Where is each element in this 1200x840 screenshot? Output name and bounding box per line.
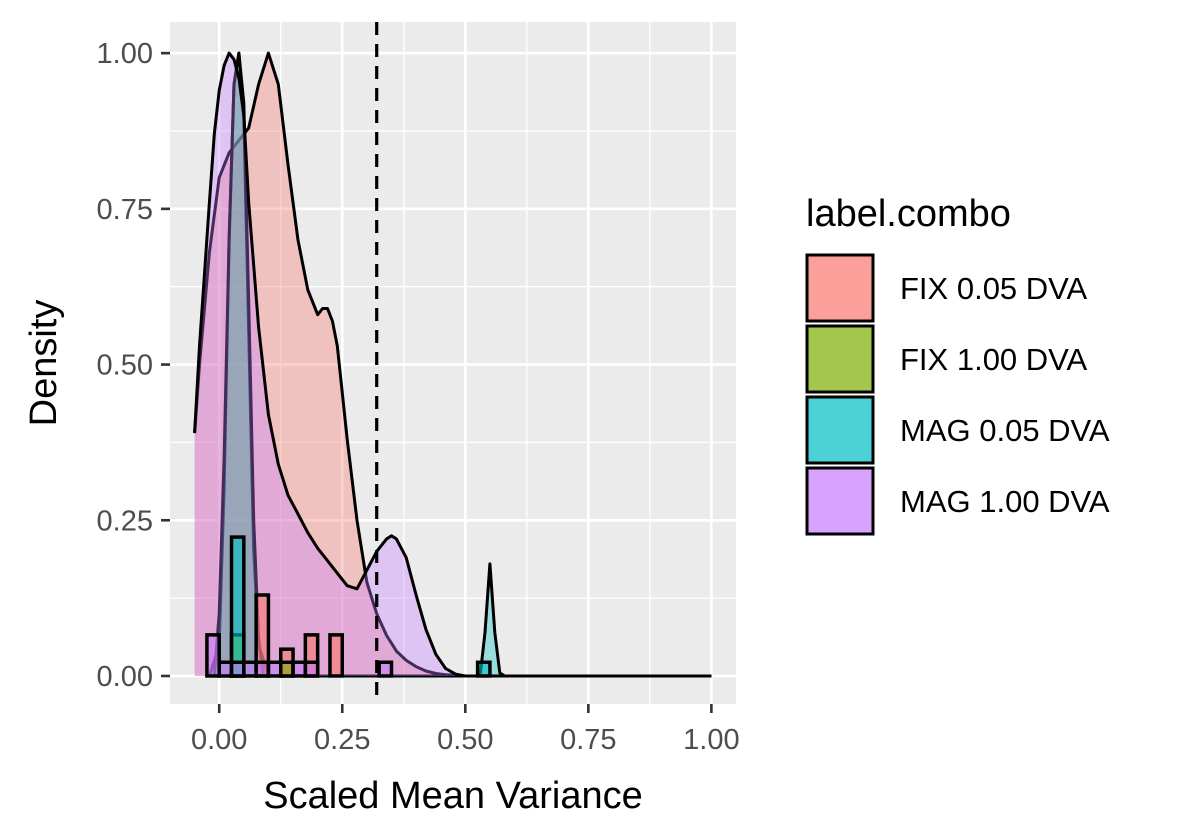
legend-label-mag-1-00-dva: MAG 1.00 DVA <box>900 484 1110 519</box>
x-tick-label: 0.50 <box>437 724 493 756</box>
x-tick-label: 1.00 <box>683 724 739 756</box>
x-tick-label: 0.25 <box>314 724 370 756</box>
y-axis: 0.00 0.25 0.50 0.75 1.00 <box>97 38 170 693</box>
plot-panel <box>170 22 736 704</box>
legend-key-fix-0-05-dva <box>805 253 875 323</box>
histogram-bar-mag-1-00-dva <box>266 660 283 678</box>
histogram-bar-mag-0-05-dva <box>475 660 492 678</box>
legend-key-fix-1-00-dva <box>805 324 875 394</box>
legend-items: FIX 0.05 DVA FIX 1.00 DVA MAG 0.05 DVA MAG … <box>805 253 1110 536</box>
histogram-bar-fix-1-00-dva <box>278 660 295 678</box>
y-tick-label: 0.50 <box>97 350 153 382</box>
histogram-bar-mag-1-00-dva <box>254 660 271 678</box>
y-tick-label: 0.00 <box>97 661 153 693</box>
legend-label-mag-0-05-dva: MAG 0.05 DVA <box>900 413 1110 448</box>
density-area-mag-1-00-dva <box>194 53 712 677</box>
histogram-bar-mag-1-00-dva <box>303 660 320 678</box>
histogram-layer <box>205 535 492 678</box>
y-axis-title: Density <box>23 300 65 427</box>
legend-label-fix-1-00-dva: FIX 1.00 DVA <box>900 342 1088 377</box>
histogram-bar-fix-0-05-dva <box>328 633 345 678</box>
legend-key-mag-1-00-dva <box>805 466 875 536</box>
legend-label-fix-0-05-dva: FIX 0.05 DVA <box>900 271 1088 306</box>
histogram-bar-mag-1-00-dva <box>242 660 258 678</box>
histogram-bar-mag-1-00-dva <box>205 633 221 678</box>
histogram-bar-mag-0-05-dva <box>229 535 246 678</box>
legend: label.combo FIX 0.05 DVA FIX 1.00 DVA MAG … <box>805 193 1110 536</box>
histogram-bar-mag-1-00-dva <box>217 660 234 678</box>
density-area-fix-0-05-dva <box>194 53 712 677</box>
y-tick-label: 0.75 <box>97 194 153 226</box>
x-tick-label: 0.00 <box>191 724 247 756</box>
x-tick-label: 0.75 <box>560 724 616 756</box>
legend-title: label.combo <box>806 193 1011 235</box>
histogram-bar-mag-1-00-dva <box>229 660 246 678</box>
histogram-bar-mag-1-00-dva <box>291 660 308 678</box>
x-axis: 0.00 0.25 0.50 0.75 1.00 <box>191 704 740 756</box>
y-tick-label: 1.00 <box>97 38 153 70</box>
y-tick-label: 0.25 <box>97 505 153 537</box>
histogram-bar-mag-1-00-dva <box>377 660 394 678</box>
density-line-mag-1-00-dva <box>193 51 712 678</box>
legend-key-mag-0-05-dva <box>805 395 875 465</box>
x-axis-title: Scaled Mean Variance <box>263 775 643 817</box>
grid-minor <box>170 22 736 704</box>
